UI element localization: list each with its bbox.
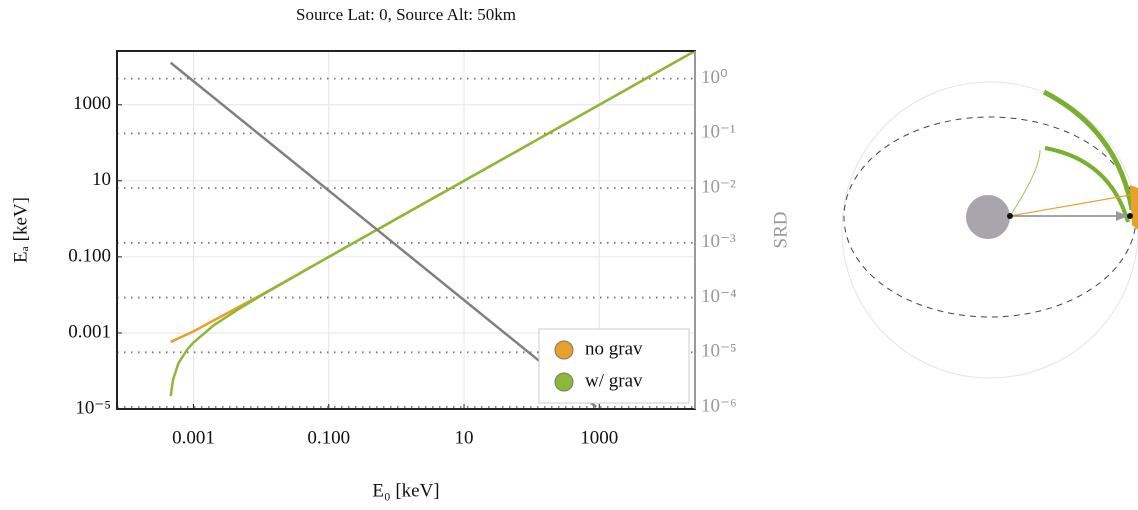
y2-axis-label: SRD (770, 212, 791, 249)
y2-tick-label: 10⁰ (701, 67, 728, 88)
green-path (1009, 149, 1041, 217)
y-tick-label: 0.100 (68, 245, 111, 266)
target-dot (1127, 213, 1133, 219)
arrow-head (1116, 211, 1128, 221)
x-tick-label: 1000 (580, 427, 618, 448)
legend-marker (554, 340, 574, 360)
y2-tick-label: 10⁻¹ (701, 122, 736, 143)
chart-title: Source Lat: 0, Source Alt: 50km (296, 5, 516, 24)
y-tick-label: 10 (92, 169, 111, 190)
y-tick-label: 0.001 (68, 321, 111, 342)
outer-circle (841, 81, 1138, 379)
source-dot (1007, 213, 1013, 219)
x-tick-label: 0.001 (172, 427, 215, 448)
legend-label: w/ grav (585, 370, 643, 391)
y-tick-label: 1000 (73, 93, 111, 114)
orbit-diagram (841, 81, 1138, 379)
x-tick-label: 0.100 (307, 427, 350, 448)
y2-tick-label: 10⁻³ (701, 231, 736, 252)
y2-tick-label: 10⁻⁶ (701, 395, 737, 416)
series-line (169, 51, 695, 397)
y-axis-label: Eₐ [keV] (10, 197, 31, 263)
y-tick-label: 10⁻⁵ (75, 397, 111, 418)
x-tick-label: 10 (455, 427, 474, 448)
x-axis-label: E₀ [keV] (372, 480, 439, 501)
green-arc (1042, 89, 1135, 211)
series-line (169, 61, 597, 408)
earth (966, 195, 1010, 239)
y2-tick-label: 10⁻² (701, 176, 736, 197)
legend-label: no grav (585, 338, 643, 359)
orange-arc (1130, 185, 1138, 230)
y2-tick-label: 10⁻⁴ (701, 286, 737, 307)
y2-tick-label: 10⁻⁵ (701, 341, 737, 362)
orange-path (1009, 194, 1131, 217)
green-arc (1044, 146, 1130, 223)
legend-marker (554, 372, 574, 392)
